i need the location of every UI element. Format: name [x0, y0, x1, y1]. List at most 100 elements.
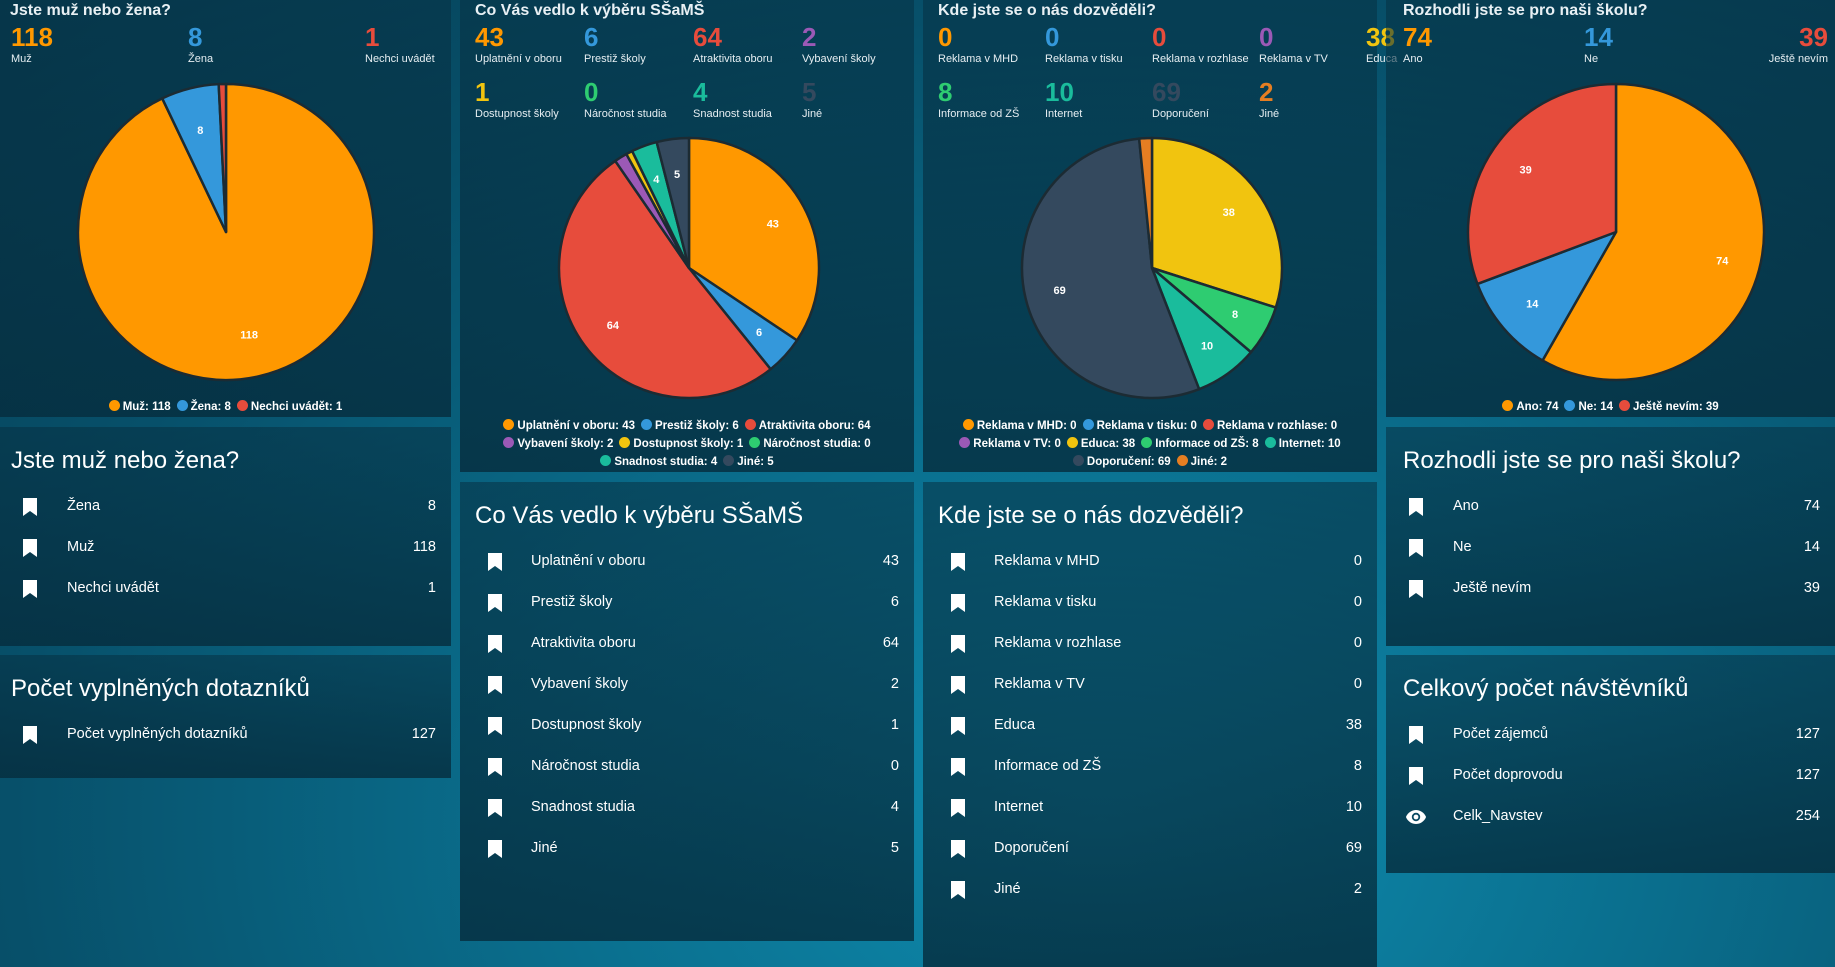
stat-reklama-v-mhd[interactable]: 0 Reklama v MHD	[938, 22, 1018, 66]
stat-internet[interactable]: 10 Internet	[1045, 77, 1082, 121]
legend-item[interactable]: Náročnost studia: 0	[749, 435, 871, 453]
pie-slice-atraktivita-oboru[interactable]	[557, 159, 772, 400]
legend-item[interactable]: Doporučení: 69	[1072, 453, 1171, 471]
gender-pie-chart[interactable]: 118 8	[76, 82, 376, 382]
stat-not-specified[interactable]: 1 Nechci uvádět	[365, 22, 435, 66]
motivation-legend[interactable]: Uplatnění v oboru: 43 Prestiž školy: 6 Atr…	[460, 417, 914, 471]
list-row-vybaveni-skoly[interactable]: Vybavení školy 2	[460, 661, 914, 709]
legend-item[interactable]: Internet: 10	[1264, 435, 1341, 453]
legend-item[interactable]: Jiné: 5	[723, 453, 774, 471]
stat-reklama-v-rozhlase[interactable]: 0 Reklama v rozhlase	[1152, 22, 1249, 66]
list-row-pocet-doprovodu[interactable]: Počet doprovodu 127	[1386, 752, 1835, 800]
stat-value: 1	[475, 77, 490, 107]
stat-informace-od-zs[interactable]: 8 Informace od ZŠ	[938, 77, 1019, 121]
list-row-educa[interactable]: Educa 38	[923, 702, 1377, 750]
legend-item[interactable]: Snadnost studia: 4	[600, 453, 717, 471]
stat-yes[interactable]: 74 Ano	[1403, 22, 1432, 66]
list-row-uplatneni-v-oboru[interactable]: Uplatnění v oboru 43	[460, 538, 914, 586]
pie-slice-doporuceni[interactable]	[1020, 137, 1201, 400]
list-row-internet[interactable]: Internet 10	[923, 784, 1377, 832]
list-row-ano[interactable]: Ano 74	[1386, 483, 1835, 531]
legend-item[interactable]: Vybavení školy: 2	[503, 435, 613, 453]
stat-reklama-v-tisku[interactable]: 0 Reklama v tisku	[1045, 22, 1123, 66]
list-row-label: Reklama v rozhlase	[994, 635, 1122, 651]
pie-slice-ne[interactable]	[1476, 230, 1618, 362]
pie-slice-uplatneni-v-oboru[interactable]	[687, 136, 821, 342]
pie-slice-nechci-uvadet[interactable]	[217, 82, 228, 234]
list-row-jine[interactable]: Jiné 2	[923, 866, 1377, 914]
list-row-celk-navstev[interactable]: Celk_Navstev 254	[1386, 793, 1835, 841]
list-row-nechci-uvadet[interactable]: Nechci uvádět 1	[0, 565, 451, 613]
gender-legend[interactable]: Muž: 118 Žena: 8 Nechci uvádět: 1	[0, 398, 451, 416]
legend-item[interactable]: Ještě nevím: 39	[1619, 398, 1719, 416]
stat-prestiz-skoly[interactable]: 6 Prestiž školy	[584, 22, 646, 66]
list-row-label: Informace od ZŠ	[994, 758, 1102, 774]
list-row-reklama-v-tv[interactable]: Reklama v TV 0	[923, 661, 1377, 709]
legend-item[interactable]: Reklama v TV: 0	[959, 435, 1061, 453]
stat-uplatneni-v-oboru[interactable]: 43 Uplatnění v oboru	[475, 22, 562, 66]
list-row-snadnost-studia[interactable]: Snadnost studia 4	[460, 784, 914, 832]
legend-item[interactable]: Reklama v tisku: 0	[1082, 417, 1197, 435]
pie-slice-jine[interactable]	[655, 136, 691, 270]
pie-slice-jeste-nevim[interactable]	[1466, 82, 1618, 286]
stat-doporuceni[interactable]: 69 Doporučení	[1152, 77, 1209, 121]
stat-atraktivita-oboru[interactable]: 64 Atraktivita oboru	[693, 22, 772, 66]
list-row-doporuceni[interactable]: Doporučení 69	[923, 825, 1377, 873]
list-row-prestiz-skoly[interactable]: Prestiž školy 6	[460, 579, 914, 627]
legend-item[interactable]: Ne: 14	[1564, 398, 1613, 416]
list-row-muz[interactable]: Muž 118	[0, 524, 451, 572]
legend-item[interactable]: Jiné: 2	[1176, 453, 1227, 471]
pie-slice-educa[interactable]	[1150, 136, 1284, 309]
legend-item[interactable]: Atraktivita oboru: 64	[744, 417, 871, 435]
decision-legend[interactable]: Ano: 74 Ne: 14 Ještě nevím: 39	[1386, 398, 1835, 416]
stat-reklama-v-tv[interactable]: 0 Reklama v TV	[1259, 22, 1328, 66]
list-row-ne[interactable]: Ne 14	[1386, 524, 1835, 572]
legend-label: Reklama v rozhlase: 0	[1216, 420, 1338, 432]
list-row-zena[interactable]: Žena 8	[0, 483, 451, 531]
list-row-value: 0	[1353, 635, 1362, 651]
source-pie-chart[interactable]: 38 8 10 69	[1020, 136, 1284, 400]
legend-item[interactable]: Educa: 38	[1066, 435, 1135, 453]
list-row-pocet-zajemcu[interactable]: Počet zájemců 127	[1386, 711, 1835, 759]
stat-jine[interactable]: 2 Jiné	[1259, 77, 1279, 121]
list-row-reklama-v-rozhlase[interactable]: Reklama v rozhlase 0	[923, 620, 1377, 668]
list-row-pocet-vyplnenych-dotazniku[interactable]: Počet vyplněných dotazníků 127	[0, 711, 451, 759]
legend-item[interactable]: Dostupnost školy: 1	[619, 435, 743, 453]
list-row-jeste-nevim[interactable]: Ještě nevím 39	[1386, 565, 1835, 613]
list-row-atraktivita-oboru[interactable]: Atraktivita oboru 64	[460, 620, 914, 668]
legend-item[interactable]: Reklama v MHD: 0	[962, 417, 1077, 435]
source-legend[interactable]: Reklama v MHD: 0 Reklama v tisku: 0 Reklam…	[923, 417, 1377, 471]
bookmark-icon	[950, 675, 968, 695]
stat-no[interactable]: 14 Ne	[1584, 22, 1613, 66]
stat-male[interactable]: 118 Muž	[11, 22, 53, 66]
list-row-informace-od-zs[interactable]: Informace od ZŠ 8	[923, 743, 1377, 791]
legend-item[interactable]: Informace od ZŠ: 8	[1141, 435, 1259, 453]
stat-snadnost-studia[interactable]: 4 Snadnost studia	[693, 77, 772, 121]
legend-item[interactable]: Muž: 118	[108, 398, 171, 416]
stat-undecided[interactable]: 39 Ještě nevím	[1769, 22, 1828, 66]
stat-female[interactable]: 8 Žena	[188, 22, 213, 66]
list-row-reklama-v-mhd[interactable]: Reklama v MHD 0	[923, 538, 1377, 586]
legend-item[interactable]: Prestiž školy: 6	[641, 417, 739, 435]
pie-slice-jine[interactable]	[1137, 136, 1154, 270]
pie-slice-ano[interactable]	[1541, 82, 1766, 382]
legend-item[interactable]: Nechci uvádět: 1	[236, 398, 342, 416]
legend-item[interactable]: Reklama v rozhlase: 0	[1202, 417, 1338, 435]
stat-narocnost-studia[interactable]: 0 Náročnost studia	[584, 77, 667, 121]
legend-swatch	[108, 400, 120, 411]
legend-swatch	[641, 419, 652, 430]
legend-item[interactable]: Ano: 74	[1502, 398, 1558, 416]
legend-item[interactable]: Žena: 8	[176, 398, 231, 416]
list-row-value: 64	[882, 635, 899, 651]
stat-label: Snadnost studia	[693, 108, 772, 120]
decision-pie-chart[interactable]: 74 14 39	[1466, 82, 1766, 382]
list-row-jine[interactable]: Jiné 5	[460, 825, 914, 873]
stat-jine[interactable]: 5 Jiné	[802, 77, 822, 121]
stat-dostupnost-skoly[interactable]: 1 Dostupnost školy	[475, 77, 559, 121]
list-row-dostupnost-skoly[interactable]: Dostupnost školy 1	[460, 702, 914, 750]
motivation-pie-chart[interactable]: 43 6 64 4 5	[557, 136, 821, 400]
stat-vybaveni-skoly[interactable]: 2 Vybavení školy	[802, 22, 876, 66]
list-row-reklama-v-tisku[interactable]: Reklama v tisku 0	[923, 579, 1377, 627]
list-row-narocnost-studia[interactable]: Náročnost studia 0	[460, 743, 914, 791]
legend-item[interactable]: Uplatnění v oboru: 43	[503, 417, 635, 435]
